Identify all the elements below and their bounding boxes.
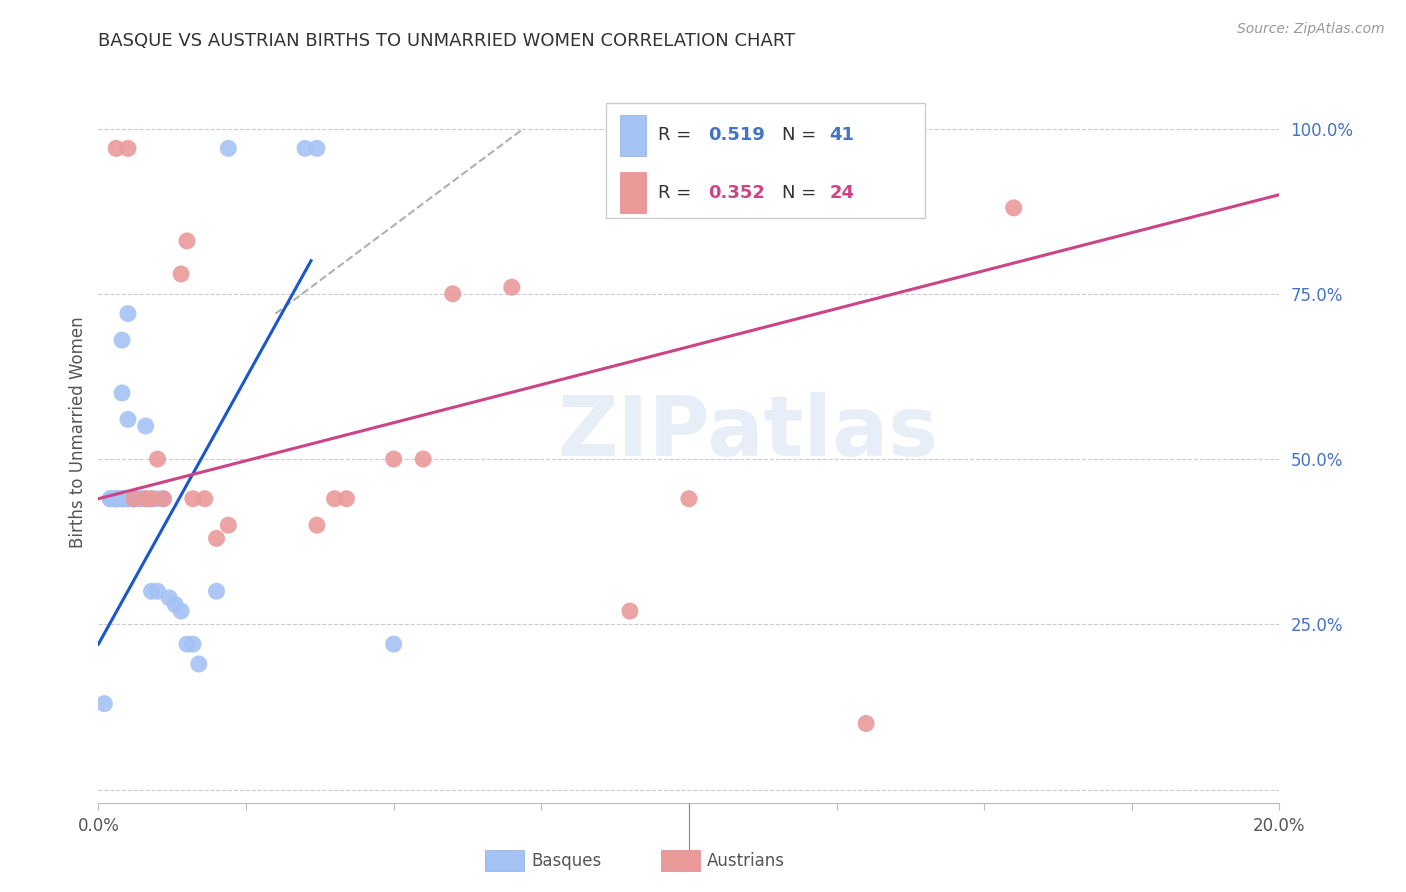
Point [170,604,193,618]
Point [441,286,464,301]
Text: Source: ZipAtlas.com: Source: ZipAtlas.com [1237,22,1385,37]
Point [122,491,145,506]
Point [294,141,316,155]
Point [305,141,328,155]
Bar [620,115,647,155]
Text: 0.519: 0.519 [707,127,765,145]
Point [678,491,700,506]
Point [187,657,209,671]
Point [117,491,139,506]
Point [128,491,150,506]
Point [128,491,150,506]
Point [141,584,163,599]
Point [117,491,139,506]
Point [1002,201,1025,215]
Point [157,591,180,605]
Point [176,234,198,248]
Point [205,584,228,599]
Point [111,491,134,506]
Point [135,491,157,506]
Point [146,584,169,599]
Point [170,267,193,281]
Point [165,598,187,612]
Point [122,491,145,506]
Point [141,491,163,506]
Point [855,716,877,731]
Point [152,491,174,506]
Point [111,491,134,506]
Text: N =: N = [782,184,823,202]
Text: ZIPatlas: ZIPatlas [558,392,938,473]
Point [181,637,204,651]
Point [98,491,121,506]
Bar [620,172,647,213]
Point [205,532,228,546]
Point [305,518,328,533]
Point [382,452,405,467]
Text: Basques: Basques [531,852,602,870]
Point [146,452,169,467]
Point [98,491,121,506]
Point [93,697,115,711]
Point [117,141,139,155]
FancyBboxPatch shape [606,103,925,218]
Point [141,491,163,506]
Text: 24: 24 [830,184,855,202]
Point [105,491,128,506]
Point [122,491,145,506]
Point [217,141,239,155]
Point [105,491,128,506]
Point [176,637,198,651]
Text: R =: R = [658,184,697,202]
Point [194,491,217,506]
Point [217,518,239,533]
Point [105,491,128,506]
Point [619,604,641,618]
Point [111,386,134,401]
Point [105,141,128,155]
Point [323,491,346,506]
Point [122,491,145,506]
Point [335,491,357,506]
Point [135,491,157,506]
Point [501,280,523,294]
Text: Austrians: Austrians [707,852,785,870]
Point [117,307,139,321]
Point [111,333,134,347]
Text: N =: N = [782,127,823,145]
Point [135,419,157,434]
Text: BASQUE VS AUSTRIAN BIRTHS TO UNMARRIED WOMEN CORRELATION CHART: BASQUE VS AUSTRIAN BIRTHS TO UNMARRIED W… [98,32,796,50]
Point [105,491,128,506]
Point [382,637,405,651]
Point [152,491,174,506]
Point [111,491,134,506]
Text: R =: R = [658,127,697,145]
Point [117,412,139,426]
Text: 0.352: 0.352 [707,184,765,202]
Point [146,491,169,506]
Point [181,491,204,506]
Point [117,491,139,506]
Y-axis label: Births to Unmarried Women: Births to Unmarried Women [69,317,87,549]
Text: 41: 41 [830,127,855,145]
Point [122,491,145,506]
Point [412,452,434,467]
